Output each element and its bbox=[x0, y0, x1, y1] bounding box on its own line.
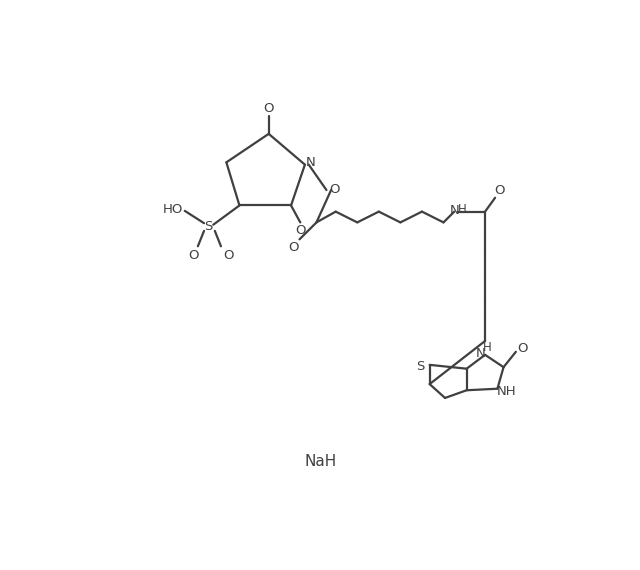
Text: O: O bbox=[516, 342, 527, 355]
Text: H: H bbox=[483, 341, 492, 355]
Text: O: O bbox=[264, 102, 274, 115]
Text: N: N bbox=[476, 347, 485, 360]
Text: O: O bbox=[295, 223, 305, 237]
Text: O: O bbox=[188, 249, 198, 262]
Text: S: S bbox=[416, 360, 424, 373]
Text: O: O bbox=[495, 184, 505, 197]
Text: O: O bbox=[288, 241, 299, 254]
Text: NaH: NaH bbox=[304, 454, 337, 469]
Text: N: N bbox=[306, 156, 316, 169]
Text: O: O bbox=[223, 249, 234, 262]
Text: N: N bbox=[450, 205, 460, 217]
Text: NH: NH bbox=[497, 385, 516, 398]
Text: O: O bbox=[330, 183, 340, 196]
Text: S: S bbox=[204, 220, 213, 233]
Text: HO: HO bbox=[163, 203, 182, 216]
Text: H: H bbox=[458, 203, 467, 216]
